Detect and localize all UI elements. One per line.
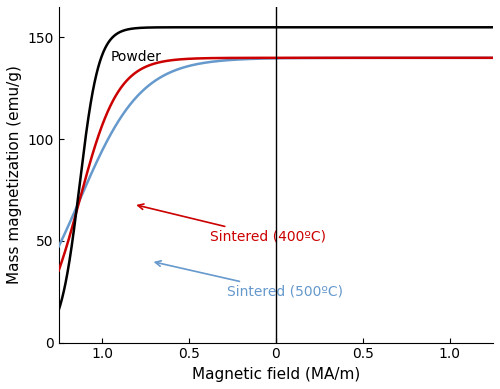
Y-axis label: Mass magnetization (emu/g): Mass magnetization (emu/g) bbox=[7, 65, 22, 284]
Text: Sintered (400ºC): Sintered (400ºC) bbox=[138, 204, 326, 244]
X-axis label: Magnetic field (MA/m): Magnetic field (MA/m) bbox=[192, 367, 360, 382]
Text: Sintered (500ºC): Sintered (500ºC) bbox=[156, 261, 344, 299]
Text: Powder: Powder bbox=[111, 50, 162, 64]
